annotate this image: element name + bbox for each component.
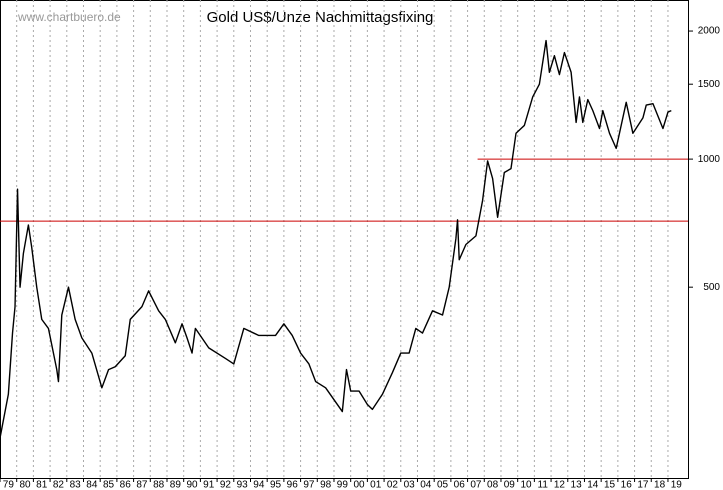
watermark: www.chartbuero.de bbox=[17, 10, 121, 24]
x-tick-label: 08 bbox=[487, 480, 499, 490]
y-tick-label: 500 bbox=[703, 282, 720, 293]
x-tick-label: 14 bbox=[587, 480, 599, 490]
x-tick-label: 07 bbox=[470, 480, 482, 490]
x-tick-label: 15 bbox=[604, 480, 616, 490]
x-tick-label: 06 bbox=[454, 480, 466, 490]
x-tick-label: 96 bbox=[287, 480, 299, 490]
x-tick-label: 03 bbox=[404, 480, 416, 490]
x-tick-label: 80 bbox=[19, 480, 31, 490]
x-tick-label: 87 bbox=[136, 480, 148, 490]
x-tick-label: 93 bbox=[237, 480, 249, 490]
x-tick-label: 95 bbox=[270, 480, 282, 490]
x-tick-label: 16 bbox=[621, 480, 633, 490]
x-tick-label: 17 bbox=[637, 480, 649, 490]
x-tick-label: 01 bbox=[370, 480, 382, 490]
y-tick-label: 1000 bbox=[698, 154, 721, 165]
y-tick-label: 2000 bbox=[698, 26, 721, 37]
x-tick-label: 18 bbox=[654, 480, 666, 490]
y-tick-label: 1500 bbox=[698, 79, 721, 90]
x-tick-label: 79 bbox=[3, 480, 15, 490]
x-tick-label: 92 bbox=[220, 480, 232, 490]
x-tick-label: 10 bbox=[520, 480, 532, 490]
plot-frame bbox=[0, 0, 689, 479]
x-tick-label: 84 bbox=[86, 480, 98, 490]
x-tick-label: 82 bbox=[53, 480, 65, 490]
x-tick-label: 09 bbox=[504, 480, 516, 490]
x-tick-label: 99 bbox=[337, 480, 349, 490]
x-tick-label: 00 bbox=[353, 480, 365, 490]
x-tick-label: 88 bbox=[153, 480, 165, 490]
x-tick-label: 98 bbox=[320, 480, 332, 490]
x-tick-label: 97 bbox=[303, 480, 315, 490]
x-tick-label: 12 bbox=[554, 480, 566, 490]
chart-title: Gold US$/Unze Nachmittagsfixing bbox=[207, 9, 434, 26]
x-tick-label: 05 bbox=[437, 480, 449, 490]
x-tick-label: 04 bbox=[420, 480, 432, 490]
x-tick-label: 19 bbox=[671, 480, 683, 490]
x-tick-label: 91 bbox=[203, 480, 215, 490]
x-tick-label: 02 bbox=[387, 480, 399, 490]
x-tick-label: 89 bbox=[170, 480, 182, 490]
price-line bbox=[0, 39, 672, 439]
x-tick-label: 86 bbox=[120, 480, 132, 490]
x-tick-label: 85 bbox=[103, 480, 115, 490]
x-tick-label: 94 bbox=[253, 480, 265, 490]
x-tick-label: 81 bbox=[36, 480, 48, 490]
x-tick-label: 13 bbox=[571, 480, 583, 490]
x-tick-label: 83 bbox=[70, 480, 82, 490]
x-tick-label: 90 bbox=[186, 480, 198, 490]
x-tick-label: 11 bbox=[538, 480, 549, 490]
